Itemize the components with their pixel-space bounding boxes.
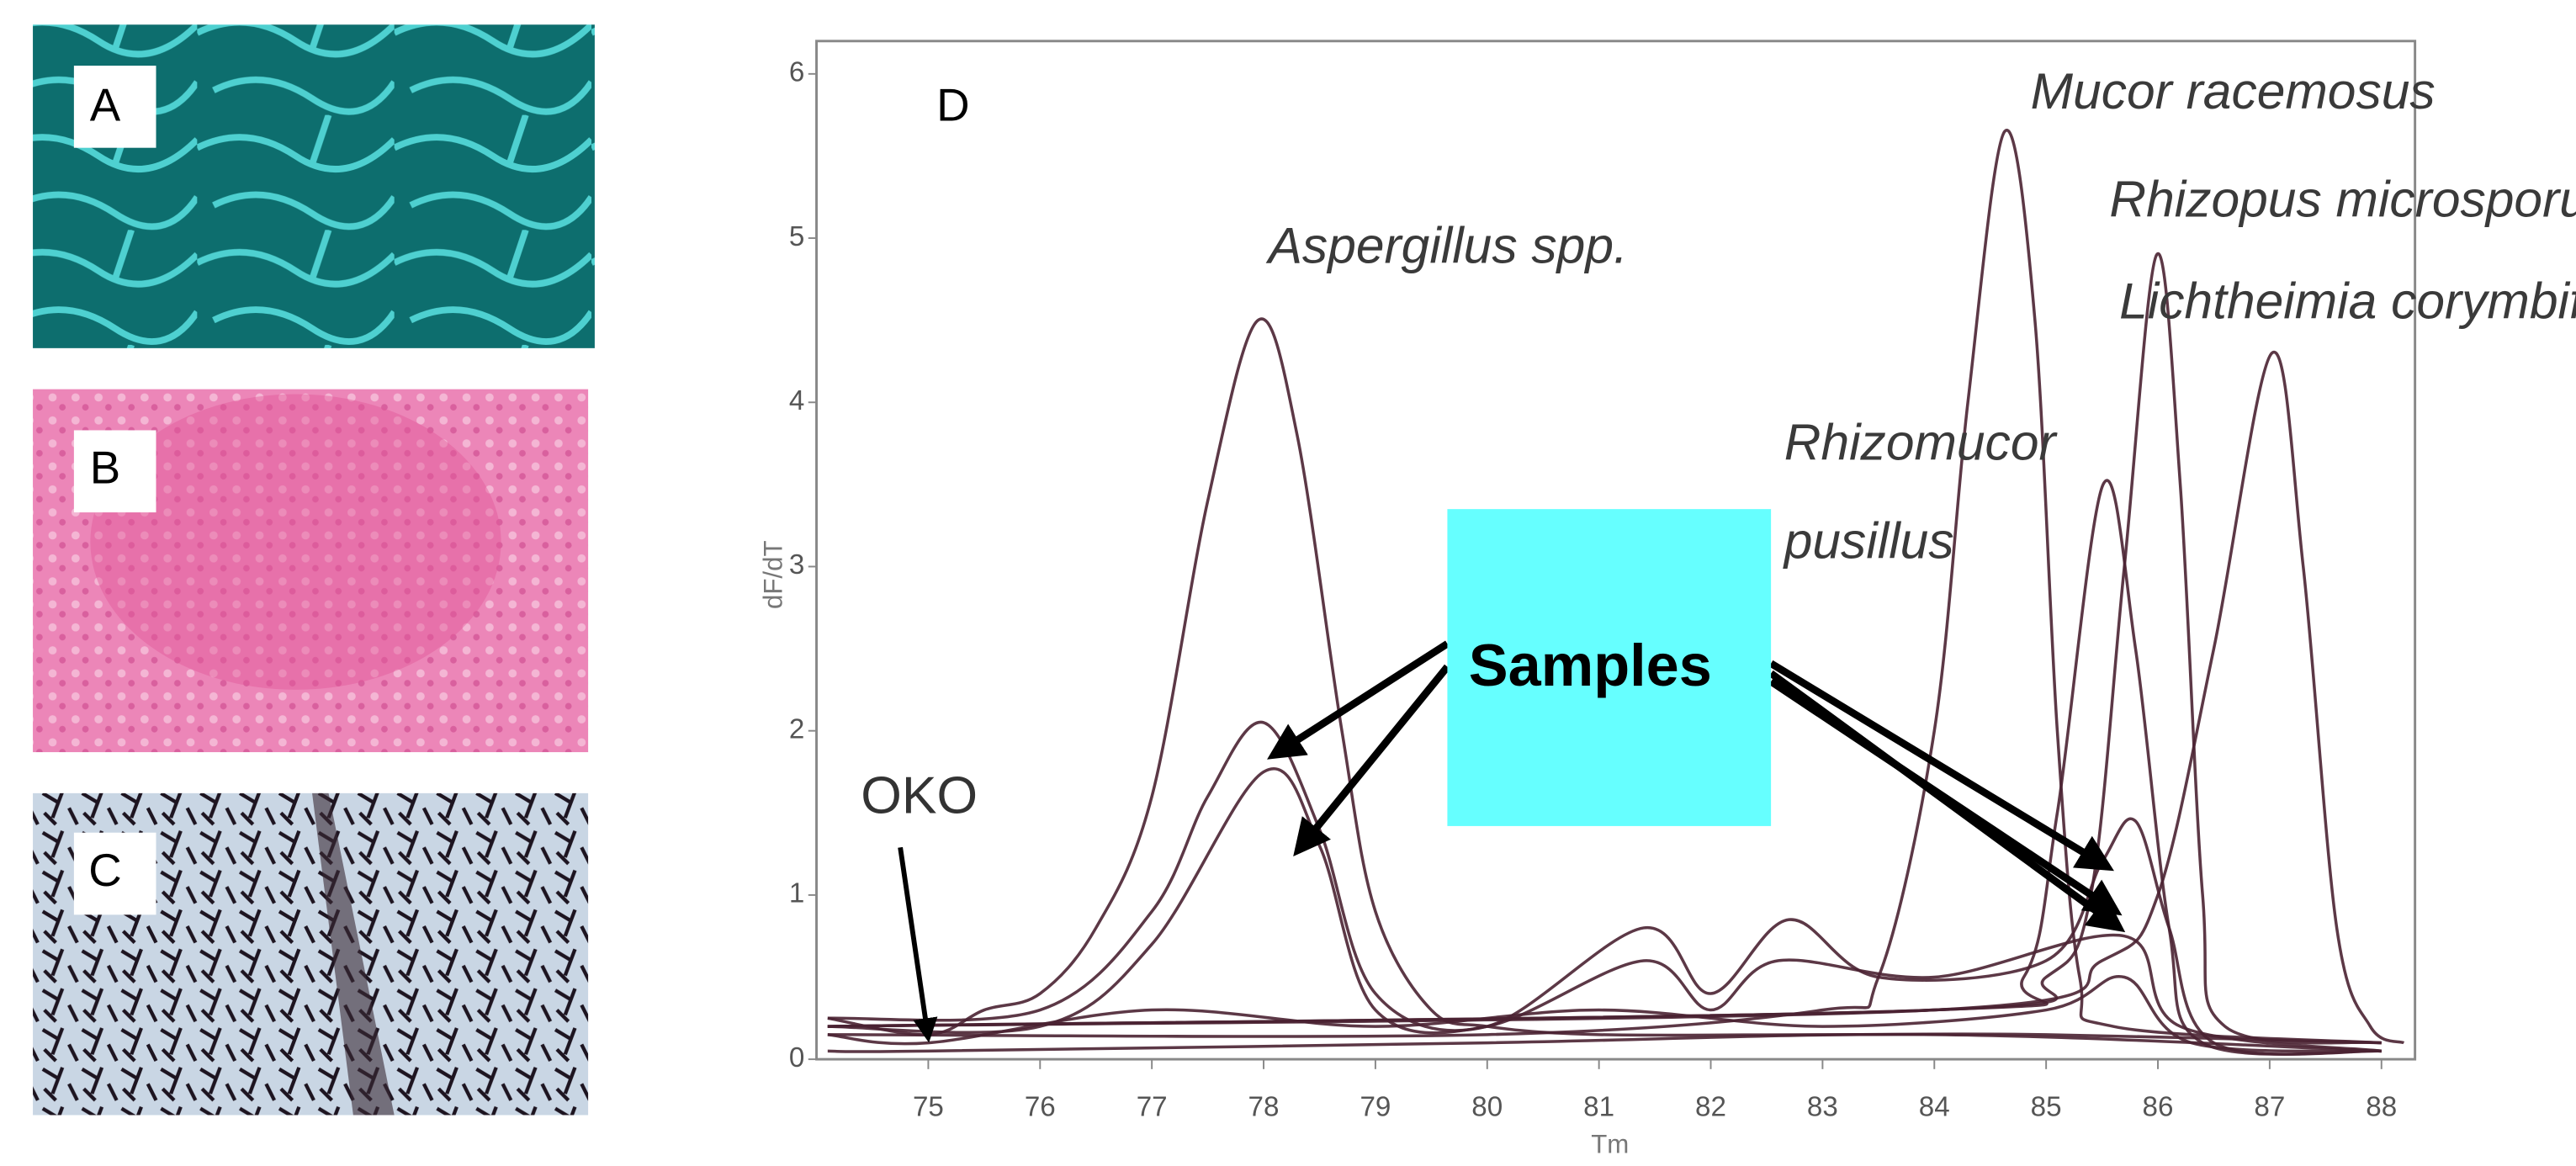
label-box: [73, 832, 156, 915]
x-tick-label: 82: [1695, 1091, 1726, 1122]
annotation-arrow: [1768, 678, 2123, 916]
panel-label: D: [936, 79, 969, 130]
melt-curve: [827, 974, 2382, 1053]
x-tick-label: 77: [1137, 1091, 1168, 1122]
y-axis-label: dF/dT: [759, 540, 788, 609]
x-tick-label: 88: [2366, 1091, 2397, 1122]
x-tick-label: 81: [1583, 1091, 1614, 1122]
y-tick-label: 5: [789, 221, 804, 252]
y-tick-label: 1: [789, 878, 804, 909]
x-tick-label: 83: [1807, 1091, 1838, 1122]
x-tick-label: 87: [2254, 1091, 2285, 1122]
annotation-arrow: [1267, 640, 1450, 760]
y-tick-label: 4: [789, 385, 804, 416]
melt-curve: [827, 479, 2382, 1056]
label-box: [73, 66, 156, 148]
x-tick-label: 84: [1919, 1091, 1950, 1122]
annotation-arrow: [898, 846, 938, 1043]
tissue-band: [312, 792, 395, 1116]
series-label: Aspergillus spp.: [1266, 216, 1628, 273]
x-tick-label: 80: [1471, 1091, 1503, 1122]
panel-label: B: [90, 443, 120, 494]
annotation: OKO: [861, 766, 978, 824]
panel-label: A: [90, 79, 121, 130]
tissue-mass: [90, 394, 501, 690]
panel-c: C: [33, 792, 589, 1116]
melt-curve: [827, 720, 2382, 1056]
x-tick-label: 78: [1248, 1091, 1280, 1122]
panel-label: C: [88, 845, 121, 896]
annotation: Samples: [1469, 632, 1712, 698]
series-label: Rhizopus microsporus: [2109, 171, 2576, 228]
melt-curve-chart: D Tm dF/dT 75 76 77 78 79 80 81 82 83 84 85 86 87 88 0…: [759, 40, 2576, 1158]
plot-frame: [815, 40, 2417, 1061]
x-axis-label: Tm: [1591, 1129, 1629, 1158]
label-box: [73, 430, 156, 513]
x-tick-label: 79: [1360, 1091, 1391, 1122]
melt-curve: [827, 1032, 2382, 1053]
annotation-box: [1447, 509, 1772, 826]
annotation-arrow: [1768, 660, 2114, 872]
y-tick-label: 3: [789, 549, 804, 580]
melt-curve: [827, 128, 2382, 1045]
x-tick-label: 76: [1025, 1091, 1056, 1122]
y-tick-label: 6: [789, 57, 804, 88]
x-tick-label: 86: [2143, 1091, 2174, 1122]
series-label: Mucor racemosus: [2031, 62, 2436, 119]
series-label: Rhizomucor pusillus: [1783, 414, 2059, 570]
panel-a: A: [33, 24, 595, 348]
x-tick-label: 75: [913, 1091, 944, 1122]
series-label: Lichtheimia corymbifera: [2119, 273, 2576, 330]
x-tick-label: 85: [2031, 1091, 2062, 1122]
annotation-arrow: [1293, 664, 1450, 857]
panel-b: B: [33, 389, 589, 753]
y-tick-label: 0: [789, 1042, 804, 1073]
melt-curve: [827, 767, 2382, 1053]
y-tick-label: 2: [789, 713, 804, 745]
